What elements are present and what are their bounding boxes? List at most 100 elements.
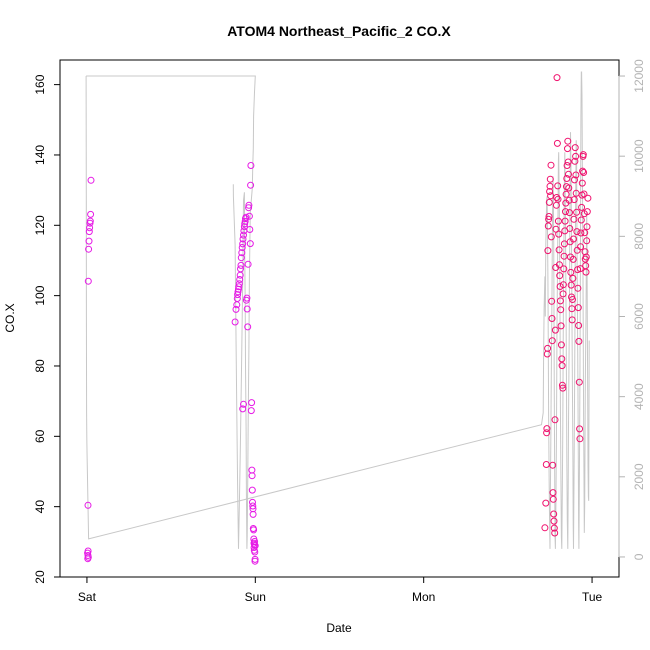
y-tick-label: 40 (33, 500, 47, 514)
data-point (571, 176, 578, 184)
data-point (239, 405, 247, 413)
data-point (571, 157, 579, 165)
data-point (557, 322, 565, 330)
data-point (84, 277, 92, 285)
data-point (85, 228, 93, 236)
data-point (231, 318, 239, 326)
data-point (566, 209, 573, 217)
data-point (245, 204, 253, 212)
data-point (242, 213, 250, 221)
data-point (84, 552, 92, 559)
data-point (240, 231, 247, 239)
data-point (563, 162, 571, 169)
data-point (251, 541, 258, 549)
data-point (562, 190, 570, 198)
data-point (580, 190, 588, 198)
data-point (577, 229, 585, 237)
data-point (243, 294, 251, 302)
series-line-1 (86, 75, 256, 549)
data-point (235, 280, 243, 288)
data-point (566, 225, 574, 232)
data-point (548, 315, 556, 322)
data-point (245, 212, 253, 220)
data-point (582, 253, 590, 261)
data-point (241, 220, 249, 228)
data-point (244, 323, 252, 331)
data-point (556, 272, 564, 280)
series-line-2 (85, 71, 590, 549)
data-point (87, 176, 95, 184)
data-point (583, 237, 591, 245)
data-point (572, 171, 580, 179)
data-point (240, 223, 248, 231)
data-point (551, 529, 559, 537)
data-point (86, 217, 94, 225)
data-point (570, 235, 577, 243)
data-point (546, 175, 554, 183)
data-point (570, 215, 578, 223)
data-point (245, 201, 253, 209)
data-point (584, 194, 592, 202)
data-point (549, 495, 557, 503)
data-point (558, 381, 566, 389)
data-point (246, 226, 254, 233)
right-tick-label: 6000 (632, 303, 646, 330)
data-point (548, 297, 556, 305)
data-point (251, 542, 259, 550)
data-point (238, 249, 246, 257)
data-point (244, 260, 252, 268)
data-point (238, 244, 246, 251)
data-point (86, 224, 94, 232)
data-point (546, 188, 554, 195)
data-point (248, 472, 256, 480)
data-point (251, 538, 259, 545)
data-point (576, 435, 584, 443)
x-axis: Sat Sun Mon Tue (78, 576, 603, 604)
data-point (547, 192, 555, 200)
data-point (550, 524, 558, 532)
data-point (84, 501, 92, 509)
data-point (85, 237, 93, 245)
data-point (575, 322, 583, 329)
data-point (553, 74, 561, 82)
y-tick-label: 60 (33, 429, 47, 443)
data-point (544, 247, 552, 255)
right-tick-label: 8000 (632, 223, 646, 250)
data-point (236, 276, 244, 283)
data-point (550, 517, 558, 525)
y-tick-label: 120 (33, 215, 47, 235)
data-point (234, 291, 242, 299)
x-tick-label: Sun (245, 590, 266, 604)
data-point (583, 223, 591, 231)
data-point (572, 152, 580, 160)
data-point (567, 268, 575, 276)
data-point (559, 281, 567, 289)
data-point (233, 295, 241, 302)
data-point (554, 195, 562, 203)
data-point (544, 222, 552, 230)
data-point (583, 208, 591, 216)
data-point (559, 384, 567, 392)
data-point (557, 341, 565, 349)
data-point (544, 344, 552, 352)
data-point (547, 233, 555, 241)
data-point (547, 161, 555, 169)
data-point (573, 228, 581, 236)
data-point (565, 184, 573, 192)
data-point (571, 144, 579, 152)
data-point (249, 510, 257, 518)
data-point (579, 151, 587, 159)
y-tick-label: 100 (33, 285, 47, 305)
points-layer (84, 74, 592, 565)
data-point (545, 213, 553, 220)
right-tick-label: 4000 (632, 383, 646, 410)
data-point (251, 555, 259, 563)
data-point (569, 296, 576, 303)
data-point (555, 261, 563, 269)
data-point (543, 429, 551, 437)
data-point (570, 196, 578, 204)
data-point (248, 486, 256, 494)
data-point (237, 261, 245, 269)
